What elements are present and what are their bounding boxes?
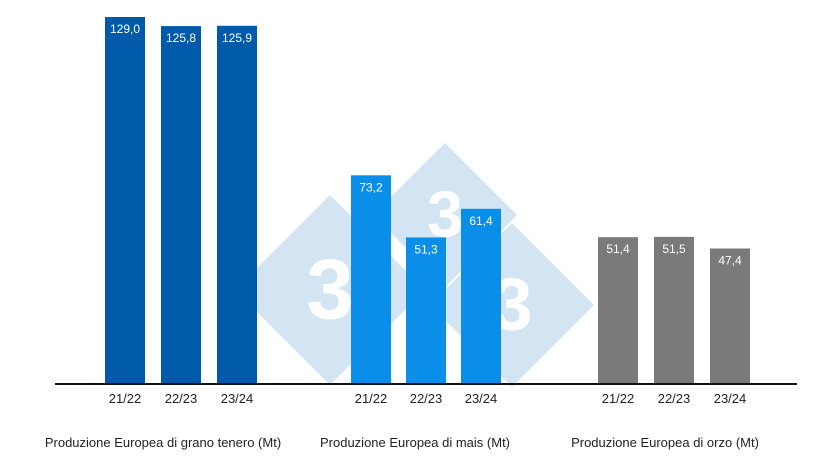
data-label: 73,2 xyxy=(359,180,383,194)
x-tick-label: 21/22 xyxy=(602,391,635,406)
bar xyxy=(161,26,201,383)
group-title: Produzione Europea di grano tenero (Mt) xyxy=(45,435,281,450)
x-tick-label: 23/24 xyxy=(221,391,254,406)
x-tick-label: 23/24 xyxy=(714,391,747,406)
bars xyxy=(105,17,750,383)
data-label: 129,0 xyxy=(110,22,140,36)
bar xyxy=(461,208,501,383)
data-label: 125,8 xyxy=(166,31,196,45)
data-label: 51,5 xyxy=(662,242,686,256)
bar xyxy=(710,248,750,383)
bar xyxy=(406,237,446,383)
data-label: 61,4 xyxy=(469,214,493,228)
x-tick-label: 23/24 xyxy=(465,391,498,406)
bar xyxy=(105,17,145,383)
data-label: 51,4 xyxy=(606,242,630,256)
bar xyxy=(351,175,391,383)
bar xyxy=(217,25,257,383)
x-tick-label: 22/23 xyxy=(410,391,443,406)
bar xyxy=(654,236,694,383)
data-label: 47,4 xyxy=(718,254,742,268)
x-tick-label: 21/22 xyxy=(109,391,142,406)
x-tick-label: 22/23 xyxy=(165,391,198,406)
x-tick-label: 22/23 xyxy=(658,391,691,406)
data-label: 125,9 xyxy=(222,31,252,45)
watermark-digit: 3 xyxy=(306,243,354,338)
bar xyxy=(598,237,638,383)
group-title: Produzione Europea di orzo (Mt) xyxy=(571,435,759,450)
data-label: 51,3 xyxy=(414,242,438,256)
labels: 129,0 21/22 125,8 22/23 125,9 23/24 Produzione… xyxy=(45,22,759,450)
x-tick-label: 21/22 xyxy=(355,391,388,406)
group-title: Produzione Europea di mais (Mt) xyxy=(320,435,510,450)
